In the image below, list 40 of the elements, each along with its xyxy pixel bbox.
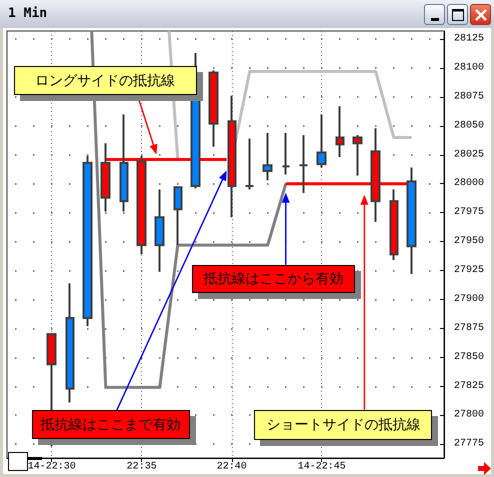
- candlestick: [406, 166, 416, 276]
- candlestick: [120, 113, 128, 213]
- y-tick-label: 27875: [454, 322, 484, 334]
- y-tick-label: 27825: [454, 380, 484, 392]
- y-tick-label: 28075: [454, 91, 484, 102]
- y-tick-label: 27800: [454, 410, 484, 421]
- x-tick-label: 14-22:30: [28, 462, 76, 472]
- y-tick-label: 27925: [454, 265, 484, 276]
- x-tick-label: 22:35: [126, 462, 157, 472]
- annotation: ロングサイドの抵抗線: [14, 66, 197, 96]
- candlestick: [298, 134, 308, 194]
- y-tick-label: 28050: [454, 120, 484, 132]
- candlestick: [82, 154, 92, 328]
- candlestick: [174, 186, 182, 246]
- candlestick: [352, 134, 362, 177]
- y-tick-label: 27900: [454, 294, 484, 305]
- x-tick-label: 22:40: [216, 462, 247, 472]
- y-tick-label: 27775: [454, 438, 484, 450]
- y-tick-label: 28025: [454, 149, 484, 160]
- chart-title: 1 Min: [8, 6, 48, 21]
- line-series: [90, 30, 288, 389]
- y-tick-label: 27975: [454, 207, 484, 218]
- y-tick-label: 28125: [454, 34, 484, 45]
- y-tick-label: 27950: [454, 236, 484, 248]
- y-tick-label: 28100: [454, 62, 484, 74]
- annotation: 抵抗線はここまで有効: [32, 410, 190, 440]
- x-tick-label: 14-22:45: [298, 462, 346, 472]
- candlestick: [316, 113, 326, 169]
- y-tick-label: 27850: [454, 352, 484, 363]
- candlestick: [262, 132, 272, 182]
- candlestick: [66, 282, 74, 404]
- annotation: ショートサイドの抵抗線: [254, 410, 432, 440]
- candlestick: [336, 105, 344, 158]
- annotation: 抵抗線はここから有効: [192, 264, 355, 293]
- candlestick: [244, 138, 254, 191]
- candlestick: [390, 188, 398, 262]
- y-tick-label: 28000: [454, 178, 484, 190]
- candlestick: [282, 132, 290, 176]
- candlestick: [154, 188, 164, 273]
- candlestick: [208, 69, 218, 148]
